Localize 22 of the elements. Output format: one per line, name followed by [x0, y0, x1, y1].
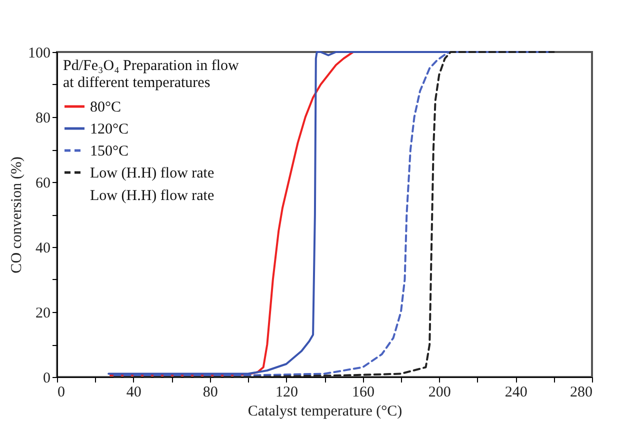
annotation: Low (H.H) flow rate — [90, 188, 214, 204]
x-tick-label: 240 — [504, 384, 528, 400]
x-tick-label: 280 — [570, 384, 592, 400]
x-tick-label: 120 — [276, 384, 298, 400]
legend-label: 120°C — [90, 122, 129, 138]
legend-label: 80°C — [90, 100, 122, 116]
x-tick-label: 160 — [352, 384, 374, 400]
y-axis-title: CO conversion (%) — [9, 156, 25, 274]
x-tick-label: 0 — [58, 384, 65, 400]
x-tick-label: 80 — [202, 384, 218, 400]
legend-title: Pd/Fe₃O₄ Preparation in flow at different temperatures — [63, 58, 240, 91]
legend-label: Low (H.H) flow rate — [90, 166, 214, 182]
y-tick-label: 60 — [36, 176, 50, 192]
y-tick-label: 20 — [36, 306, 50, 322]
y-tick-label: 0 — [43, 370, 50, 386]
x-axis-title: Catalyst temperature (°C) — [248, 404, 402, 420]
y-tick-label: 100 — [28, 46, 50, 62]
y-tick-label: 40 — [36, 240, 50, 256]
y-tick-label: 80 — [36, 110, 50, 126]
x-tick-label: 200 — [428, 384, 451, 400]
x-tick-label: 40 — [126, 384, 142, 400]
legend-label: 150°C — [90, 144, 129, 160]
